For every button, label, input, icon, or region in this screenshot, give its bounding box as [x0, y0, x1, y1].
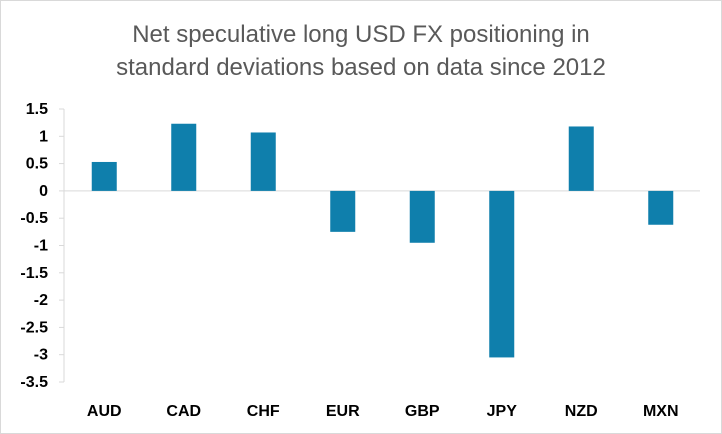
y-tick-label: 0: [39, 183, 48, 200]
x-tick-label-chf: CHF: [247, 403, 280, 420]
bar-cad: [171, 123, 197, 191]
bar-chf: [250, 132, 276, 191]
bar-aud: [91, 161, 117, 191]
x-tick-label-cad: CAD: [166, 403, 201, 420]
x-tick-label-nzd: NZD: [565, 403, 598, 420]
y-tick-label: -3.5: [20, 374, 48, 391]
bar-nzd: [568, 126, 594, 191]
y-tick-label: -0.5: [20, 210, 48, 227]
y-tick-label: -2: [34, 292, 48, 309]
y-tick-label: -3: [34, 347, 48, 364]
y-tick-label: 1: [39, 128, 48, 145]
y-tick-label: -1.5: [20, 265, 48, 282]
y-tick-label: 1.5: [26, 101, 48, 118]
bar-gbp: [409, 190, 435, 243]
y-tick-label: -1: [34, 238, 48, 255]
chart-title-line-2: standard deviations based on data since …: [116, 54, 606, 81]
y-tick-label: -2.5: [20, 319, 48, 336]
bar-mxn: [648, 190, 674, 225]
x-tick-label-jpy: JPY: [487, 403, 518, 420]
x-tick-label-mxn: MXN: [643, 403, 679, 420]
chart-title-line-1: Net speculative long USD FX positioning …: [132, 21, 590, 48]
bar-jpy: [489, 190, 515, 358]
x-tick-label-eur: EUR: [326, 403, 360, 420]
x-tick-label-gbp: GBP: [405, 403, 440, 420]
chart-title: Net speculative long USD FX positioning …: [0, 18, 722, 84]
y-tick-label: 0.5: [26, 156, 48, 173]
x-tick-label-aud: AUD: [87, 403, 122, 420]
bar-eur: [330, 190, 356, 232]
